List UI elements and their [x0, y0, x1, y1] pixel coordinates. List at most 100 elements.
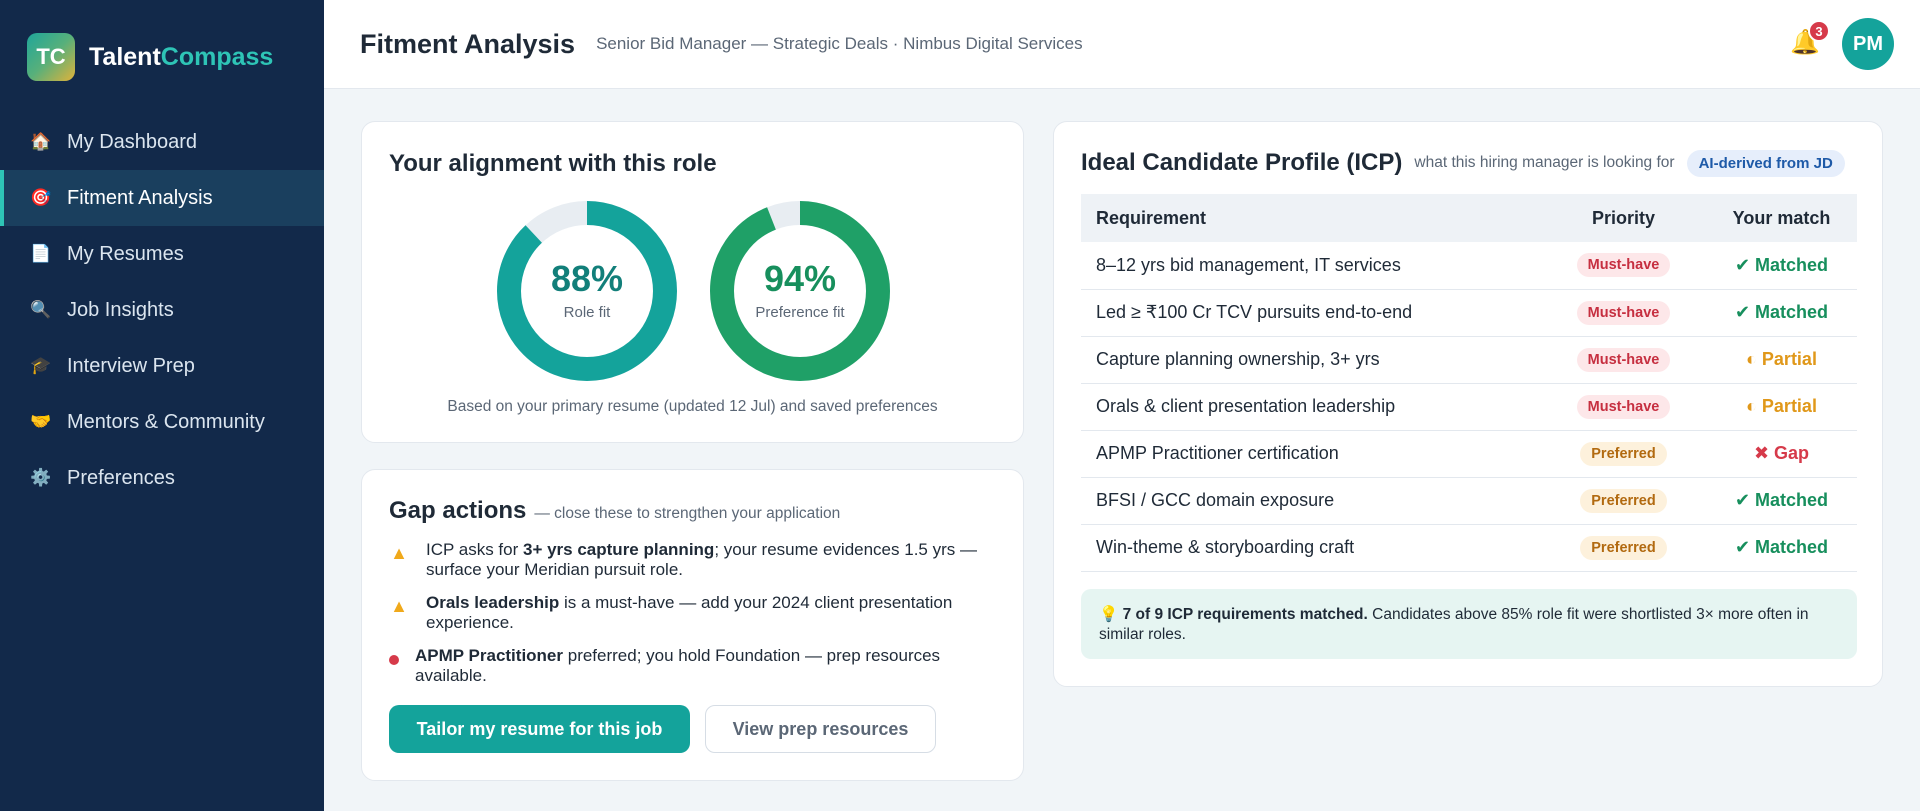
priority-badge: Must-have: [1576, 347, 1671, 372]
match-cell: ✔ Matched: [1706, 477, 1857, 525]
icp-summary: 💡 7 of 9 ICP requirements matched. Candi…: [1081, 589, 1857, 659]
icp-subtitle: what this hiring manager is looking for: [1414, 154, 1675, 171]
sidebar-item-mentors-community[interactable]: 🤝 Mentors & Community: [0, 394, 324, 450]
sidebar-item-preferences[interactable]: ⚙️ Preferences: [0, 450, 324, 506]
sidebar: TC TalentCompass 🏠 My Dashboard 🎯 Fitment A…: [0, 0, 324, 811]
sidebar-item-fitment-analysis[interactable]: 🎯 Fitment Analysis: [0, 170, 324, 226]
target-icon: 🎯: [30, 188, 52, 207]
sidebar-item-label: My Dashboard: [67, 130, 198, 153]
tailor-resume-button[interactable]: Tailor my resume for this job: [389, 705, 690, 753]
home-icon: 🏠: [30, 132, 52, 151]
gap-action-item: APMP Practitioner preferred; you hold Fo…: [389, 646, 999, 686]
sidebar-item-label: Job Insights: [67, 298, 174, 321]
match-status: ✔ Matched: [1734, 302, 1829, 322]
role-fit-chart: [497, 201, 677, 381]
sidebar-nav: 🏠 My Dashboard 🎯 Fitment Analysis 📄 My Resume…: [0, 114, 324, 506]
sidebar-item-label: My Resumes: [67, 242, 184, 265]
match-status: ✔ Matched: [1734, 254, 1829, 275]
notification-count-badge: 3: [1808, 20, 1830, 42]
sidebar-item-job-insights[interactable]: 🔍 Job Insights: [0, 282, 324, 338]
sidebar-item-my-resumes[interactable]: 📄 My Resumes: [0, 226, 324, 282]
priority-badge: Must-have: [1576, 300, 1671, 325]
gap-actions-title: Gap actions: [389, 497, 527, 524]
icp-summary-headline: 7 of 9 ICP requirements matched.: [1122, 606, 1368, 623]
sidebar-item-label: Mentors & Community: [67, 410, 265, 433]
icp-summary-text: Candidates above 85% role fit were short…: [1099, 606, 1809, 643]
gap-action-text: Orals leadership is a must-have — add yo…: [426, 593, 999, 633]
page-title: Fitment Analysis: [360, 28, 576, 59]
icp-table: Requirement Priority Your match 8–12 yrs…: [1081, 194, 1857, 572]
match-status: ◐ Partial: [1746, 349, 1817, 369]
priority-cell: Preferred: [1541, 524, 1706, 572]
gap-action-text-bold: Orals leadership: [426, 593, 560, 612]
match-cell: ✖ Gap: [1706, 430, 1857, 478]
sidebar-item-label: Fitment Analysis: [67, 186, 213, 209]
ai-derived-badge: AI-derived from JD: [1686, 149, 1845, 177]
requirement-cell: Win-theme & storyboarding craft: [1081, 524, 1541, 572]
table-row: Led ≥ ₹100 Cr TCV pursuits end-to-end Mus…: [1081, 289, 1857, 337]
alignment-note: Based on your primary resume (updated 12…: [447, 398, 938, 415]
gap-action-text: APMP Practitioner preferred; you hold Fo…: [415, 646, 999, 686]
gap-action-text-pre: ICP asks for: [426, 540, 523, 559]
match-status: ✖ Gap: [1753, 443, 1810, 463]
priority-cell: Must-have: [1541, 242, 1706, 290]
role-fit-donut: 88% Role fit: [497, 201, 677, 381]
match-cell: ◐ Partial: [1706, 336, 1857, 384]
priority-cell: Must-have: [1541, 336, 1706, 384]
table-row: Win-theme & storyboarding craft Preferred…: [1081, 524, 1857, 572]
notifications-button[interactable]: 🔔 3: [1790, 20, 1830, 57]
priority-badge: Must-have: [1576, 253, 1671, 278]
requirement-cell: Led ≥ ₹100 Cr TCV pursuits end-to-end: [1081, 289, 1541, 337]
priority-cell: Must-have: [1541, 289, 1706, 337]
table-row: BFSI / GCC domain exposure Preferred ✔ Mat…: [1081, 477, 1857, 525]
alignment-title: Your alignment with this role: [389, 150, 717, 177]
page-subtitle: Senior Bid Manager — Strategic Deals · N…: [596, 34, 1083, 53]
table-row: APMP Practitioner certification Preferred…: [1081, 430, 1857, 478]
requirement-cell: APMP Practitioner certification: [1081, 430, 1541, 478]
preference-fit-value: 94%: [763, 258, 837, 299]
user-avatar[interactable]: PM: [1842, 18, 1894, 70]
sidebar-item-my-dashboard[interactable]: 🏠 My Dashboard: [0, 114, 324, 170]
gap-actions-subtitle: — close these to strengthen your applica…: [534, 505, 841, 522]
app-name-part2: Compass: [160, 42, 274, 71]
priority-cell: Preferred: [1541, 477, 1706, 525]
gap-action-text-post: preferred; you hold Foundation — prep re…: [415, 646, 941, 685]
table-row: 8–12 yrs bid management, IT services Must…: [1081, 242, 1857, 290]
magnifier-icon: 🔍: [30, 300, 52, 319]
match-cell: ◐ Partial: [1706, 383, 1857, 431]
preference-fit-label: Preference fit: [755, 304, 845, 321]
red-dot-icon: [389, 651, 401, 665]
role-fit-label: Role fit: [563, 304, 611, 321]
priority-badge: Preferred: [1580, 535, 1667, 560]
preference-fit-arc: [710, 201, 890, 381]
requirement-cell: 8–12 yrs bid management, IT services: [1081, 242, 1541, 290]
gap-actions-list: ▲ ICP asks for 3+ yrs capture planning; y…: [389, 540, 999, 699]
gap-action-text: ICP asks for 3+ yrs capture planning; yo…: [426, 540, 999, 580]
top-header: Fitment Analysis Senior Bid Manager — St…: [324, 0, 1920, 89]
gap-action-item: ▲ ICP asks for 3+ yrs capture planning; y…: [389, 540, 999, 580]
sidebar-item-label: Preferences: [67, 466, 175, 489]
gap-action-text-bold: 3+ yrs capture planning: [523, 540, 715, 559]
gap-action-text-post: ; your resume evidences 1.5 yrs — surfac…: [426, 540, 977, 579]
match-cell: ✔ Matched: [1706, 242, 1857, 290]
priority-badge: Preferred: [1580, 488, 1667, 513]
gap-action-item: ▲ Orals leadership is a must-have — add y…: [389, 593, 999, 633]
table-row: Capture planning ownership, 3+ yrs Must-h…: [1081, 336, 1857, 384]
view-prep-resources-button[interactable]: View prep resources: [705, 705, 936, 753]
handshake-icon: 🤝: [30, 412, 52, 431]
app-name: TalentCompass: [89, 43, 273, 72]
sidebar-item-label: Interview Prep: [67, 354, 195, 377]
priority-badge: Preferred: [1580, 441, 1667, 466]
icp-title: Ideal Candidate Profile (ICP): [1081, 149, 1403, 176]
role-fit-value: 88%: [550, 258, 624, 299]
sidebar-item-interview-prep[interactable]: 🎓 Interview Prep: [0, 338, 324, 394]
gap-action-text-post: is a must-have — add your 2024 client pr…: [426, 593, 953, 632]
icp-table-header: Requirement Priority Your match: [1081, 194, 1857, 242]
brand[interactable]: TC TalentCompass: [0, 0, 324, 114]
column-header-priority: Priority: [1541, 194, 1706, 242]
app-name-part1: Talent: [89, 42, 161, 71]
gear-icon: ⚙️: [30, 468, 52, 487]
alignment-card: Your alignment with this role 88% Role f…: [361, 121, 1024, 443]
preference-fit-chart: [710, 201, 890, 381]
match-status: ✔ Matched: [1734, 537, 1829, 557]
